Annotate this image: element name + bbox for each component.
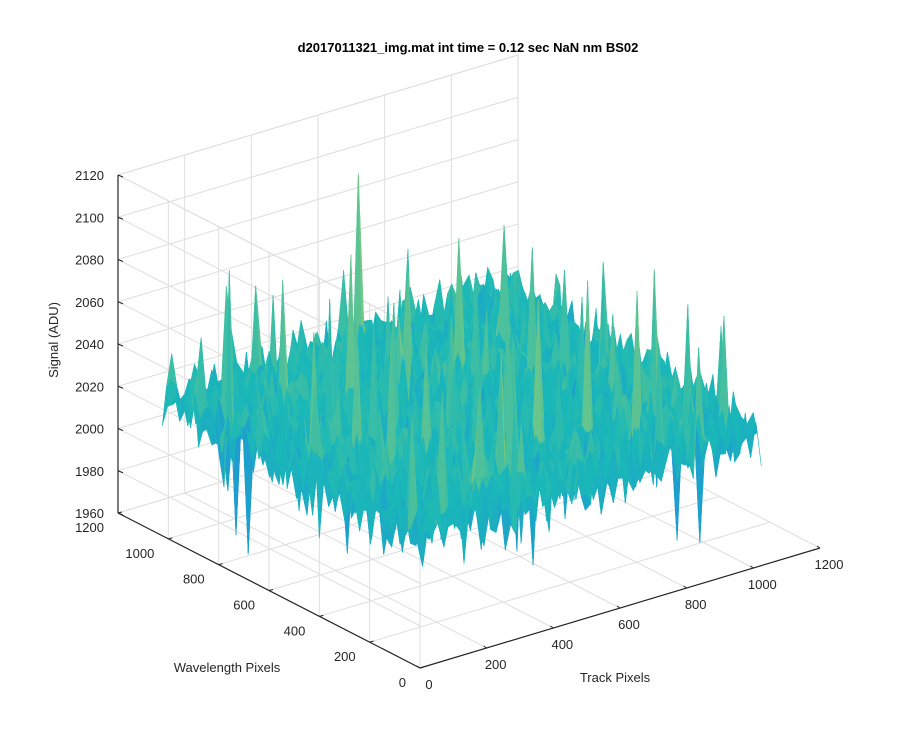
z-tick-mark: [117, 216, 124, 220]
y-tick-mark: [268, 589, 274, 591]
grid-line-wall-z-left: [117, 470, 421, 627]
z-tick-mark: [117, 174, 124, 178]
grid-line-wall-z-right: [117, 96, 519, 218]
y-tick-mark: [319, 614, 324, 617]
x-tick-label: 600: [618, 617, 640, 632]
grid-line-floor-y: [369, 521, 770, 643]
y-tick-label: 800: [183, 572, 205, 587]
z-tick-label: 2000: [75, 422, 104, 437]
y-tick-mark: [168, 537, 173, 540]
z-tick-mark: [117, 385, 124, 389]
y-tick-label: 400: [284, 623, 306, 638]
z-tick-label: 2080: [75, 253, 104, 268]
y-tick-label: 1000: [125, 546, 154, 561]
grid-line-wall-z-right: [117, 181, 519, 303]
x-tick-mark: [750, 565, 754, 569]
z-axis-label: Signal (ADU): [46, 302, 61, 378]
x-tick-mark: [416, 665, 421, 669]
chart-title: d2017011321_img.mat int time = 0.12 sec …: [298, 40, 639, 55]
x-tick-label: 400: [551, 637, 573, 652]
z-tick-mark: [117, 259, 124, 262]
wall-top-edge-right: [117, 54, 519, 176]
y-tick-label: 1200: [75, 520, 104, 535]
x-tick-mark: [550, 625, 554, 629]
x-tick-label: 1200: [815, 557, 844, 572]
y-tick-label: 600: [233, 598, 255, 613]
z-tick-label: 1960: [75, 506, 104, 521]
grid-line-wall-z-right: [117, 139, 519, 260]
z-tick-label: 2060: [75, 295, 104, 310]
tick-labels: 0 200 400 600 800 1000 1200 0 200 400 600 800 1000 12…: [75, 168, 843, 692]
z-tick-label: 2020: [75, 379, 104, 394]
grid-line-wall-z-right: [117, 223, 519, 345]
x-tick-label: 0: [425, 677, 432, 692]
z-tick-mark: [117, 343, 124, 347]
z-tick-mark: [117, 512, 124, 516]
surface-cell: [751, 422, 762, 467]
x-axis-label: Track Pixels: [580, 670, 651, 685]
z-tick-mark: [117, 301, 124, 305]
axes-box: [117, 174, 821, 669]
x-tick-mark: [616, 605, 621, 609]
x-tick-mark: [483, 645, 487, 649]
y-tick-label: 0: [399, 675, 406, 690]
wall-top-edge-left: [117, 174, 421, 331]
y-tick-label: 200: [334, 649, 356, 664]
z-tick-label: 1980: [75, 464, 104, 479]
x-tick-label: 800: [685, 597, 707, 612]
surface-plot: [162, 173, 762, 567]
grid-line-wall-z-left: [117, 428, 421, 584]
z-tick-mark: [117, 428, 124, 431]
y-tick-mark: [419, 666, 425, 669]
z-tick-mark: [117, 470, 124, 474]
y-axis-label: Wavelength Pixels: [174, 660, 281, 675]
z-tick-label: 2040: [75, 337, 104, 352]
y-tick-mark: [218, 563, 223, 566]
z-tick-label: 2120: [75, 168, 104, 183]
x-tick-mark: [816, 545, 821, 549]
x-tick-label: 200: [485, 657, 507, 672]
grid-line-floor-y: [319, 495, 720, 617]
x-tick-label: 1000: [748, 577, 777, 592]
y-tick-mark: [369, 640, 374, 643]
z-tick-label: 2100: [75, 210, 104, 225]
x-tick-mark: [683, 585, 687, 589]
